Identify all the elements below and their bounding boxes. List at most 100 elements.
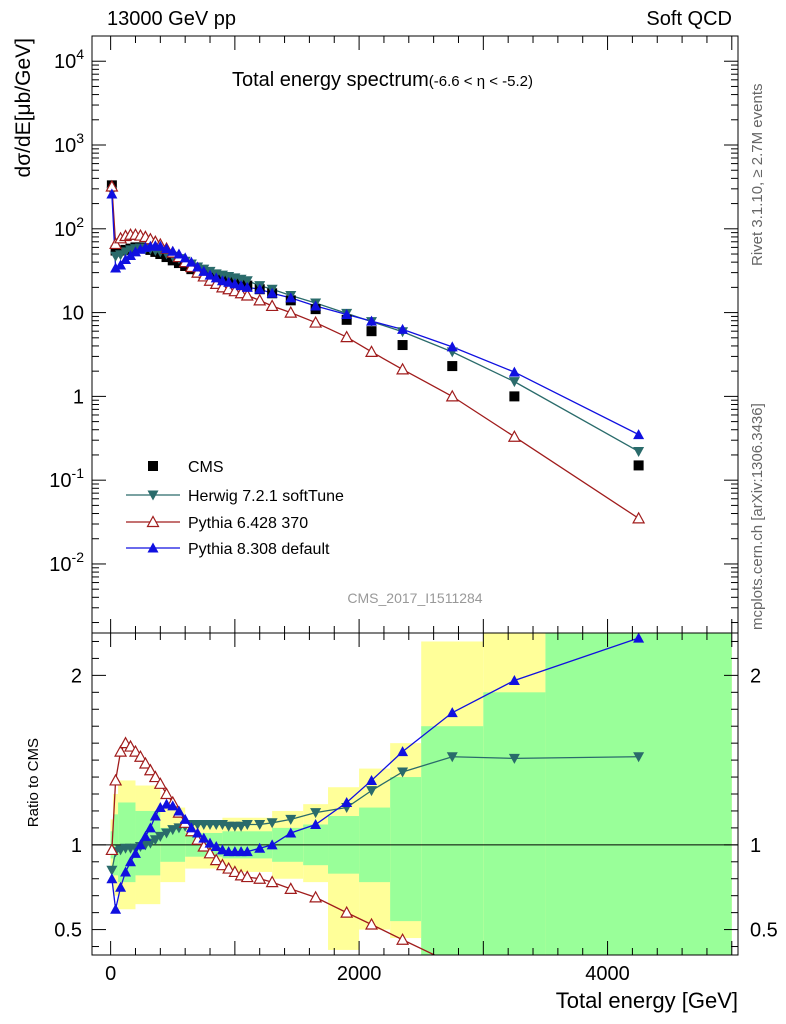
- pythia-6-428-370-point-32: [445, 389, 459, 402]
- pythia-6-428-370-point-24: [240, 288, 254, 301]
- pythia-6-428-370-ratio-point-2: [114, 744, 128, 757]
- pythia-8-308-default-point-23: [235, 280, 247, 291]
- herwig-7-2-1-softtune-ratio-point-0: [106, 865, 118, 876]
- pythia-6-428-370-ratio-point-27: [284, 882, 298, 895]
- pythia-8-308-default-ratio-point-7: [139, 830, 151, 841]
- pythia-8-308-default-point-13: [173, 248, 185, 259]
- x-tick-label-2000: 2000: [337, 963, 382, 985]
- pythia-6-428-370-point-33: [507, 429, 521, 442]
- axis-ticks: [92, 35, 738, 955]
- pythia-8-308-default-ratio-point-30: [366, 774, 378, 785]
- pythia-8-308-default-ratio-point-34: [633, 633, 645, 643]
- pythia-6-428-370-ratio-point-29: [340, 905, 354, 918]
- y-tick-label-2: 1: [73, 386, 84, 408]
- pythia-8-308-default-ratio-point-27: [285, 827, 297, 838]
- pythia-6-428-370-ratio-point-20: [215, 858, 229, 871]
- pythia-6-428-370-ratio-point-22: [228, 865, 242, 878]
- pythia-8-308-default-line: [111, 194, 639, 436]
- pythia-6-428-370-ratio-point-8: [143, 763, 157, 776]
- cms-point-32: [447, 361, 458, 372]
- pythia-8-308-default-point-22: [229, 278, 241, 289]
- pythia-8-308-default-ratio-point-29: [341, 796, 353, 807]
- legend-marker-pythia-6-428-370: [146, 515, 160, 528]
- pythia-8-308-default-point-15: [185, 256, 197, 267]
- pythia-6-428-370-ratio-point-6: [133, 749, 147, 762]
- pythia-6-428-370-ratio-point-1: [109, 773, 123, 786]
- pythia-8-308-default-ratio-point-24: [241, 846, 253, 857]
- pythia-6-428-370-point-31: [396, 362, 410, 375]
- band-inner-11: [390, 777, 422, 922]
- pythia-8-308-default-point-10: [154, 240, 166, 251]
- herwig-7-2-1-softtune-ratio-point-25: [254, 820, 266, 831]
- pythia-8-308-default-point-14: [179, 252, 191, 263]
- pythia-8-308-default-point-20: [216, 275, 228, 286]
- pythia-8-308-default-ratio-point-32: [446, 707, 458, 718]
- ratio-series-group: [105, 633, 645, 955]
- ratio-plot-area: [105, 633, 645, 955]
- pythia-8-308-default-point-21: [223, 276, 235, 287]
- legend-label-pythia-8-308-default: Pythia 8.308 default: [188, 541, 330, 558]
- pythia-8-308-default-point-33: [508, 366, 520, 377]
- y-tick-label-1: 10-1: [49, 465, 84, 492]
- pythia-8-308-default-ratio-point-10: [154, 802, 166, 813]
- pythia-8-308-default-point-34: [633, 429, 645, 440]
- pythia-8-308-default-point-18: [204, 269, 216, 280]
- pythia-8-308-default-ratio-point-5: [129, 847, 141, 858]
- pythia-8-308-default-ratio-point-6: [134, 839, 146, 850]
- x-axis-label: Total energy [GeV]: [556, 988, 738, 1013]
- cms-point-30: [366, 326, 377, 337]
- pythia-6-428-370-ratio-point-19: [209, 853, 223, 866]
- pythia-8-308-default-ratio-point-8: [144, 822, 156, 833]
- pythia-8-308-default-point-3: [120, 254, 132, 265]
- pythia-6-428-370-point-30: [365, 345, 379, 357]
- pythia-8-308-default-ratio-point-31: [397, 746, 409, 757]
- cms-point-31: [397, 340, 408, 351]
- pythia-8-308-default-point-19: [210, 272, 222, 283]
- pythia-8-308-default-ratio-point-9: [149, 810, 161, 821]
- ratio-tick-label-right-1: 1: [750, 835, 761, 857]
- herwig-7-2-1-softtune-ratio-point-30: [366, 786, 378, 797]
- pythia-8-308-default-ratio-point-15: [185, 822, 197, 833]
- band-inner-14: [545, 633, 732, 955]
- pythia-6-428-370-point-1: [109, 237, 123, 250]
- legend-marker-pythia-8-308-default: [147, 542, 159, 553]
- pythia-8-308-default-point-32: [446, 341, 458, 352]
- pythia-8-308-default-ratio-point-14: [179, 813, 191, 824]
- pythia-6-428-370-ratio-point-25: [253, 871, 267, 884]
- herwig-7-2-1-softtune-point-34: [633, 446, 645, 457]
- legend: CMS Herwig 7.2.1 softTune Pythia 6.428 370…: [126, 459, 344, 558]
- herwig-7-2-1-softtune-ratio-point-34: [633, 752, 645, 763]
- analysis-watermark: CMS_2017_I1511284: [347, 590, 482, 606]
- pythia-8-308-default-ratio-point-11: [161, 798, 173, 809]
- pythia-8-308-default-ratio-point-17: [198, 832, 210, 843]
- pythia-6-428-370-point-34: [632, 511, 646, 524]
- header-left: 13000 GeV pp: [107, 8, 236, 30]
- y-axis-label: dσ/dE[μb/GeV]: [12, 38, 35, 177]
- pythia-8-308-default-point-24: [241, 281, 253, 292]
- band-inner-12: [421, 726, 484, 955]
- pythia-6-428-370-ratio-point-30: [365, 917, 379, 930]
- pythia-6-428-370-ratio-point-7: [138, 756, 152, 769]
- legend-label-pythia-6-428-370: Pythia 6.428 370: [188, 515, 308, 532]
- legend-marker-herwig-7-2-1-softtune: [147, 490, 159, 501]
- ratio-tick-label-left-1: 1: [71, 835, 82, 857]
- ratio-uncertainty-bands: [92, 633, 738, 955]
- pythia-8-308-default-point-2: [115, 259, 127, 270]
- y-tick-label-5: 103: [54, 130, 84, 157]
- herwig-7-2-1-softtune-point-33: [508, 377, 520, 388]
- pythia-8-308-default-ratio-point-20: [216, 844, 228, 855]
- herwig-7-2-1-softtune-ratio-point-11: [161, 828, 173, 839]
- pythia-6-428-370-ratio-point-21: [222, 861, 236, 874]
- pythia-6-428-370-ratio-point-9: [148, 770, 162, 783]
- ratio-tick-label-left-2: 2: [71, 665, 82, 687]
- pythia-8-308-default-point-17: [198, 265, 210, 276]
- y-tick-label-6: 104: [54, 46, 84, 73]
- pythia-6-428-370-point-27: [284, 305, 298, 318]
- herwig-7-2-1-softtune-ratio-point-28: [310, 808, 322, 819]
- herwig-7-2-1-softtune-point-24: [241, 276, 253, 287]
- pythia-8-308-default-ratio-point-26: [266, 839, 278, 850]
- pythia-8-308-default-point-5: [129, 246, 141, 257]
- pythia-8-308-default-point-16: [192, 261, 204, 272]
- herwig-7-2-1-softtune-ratio-point-27: [285, 814, 297, 825]
